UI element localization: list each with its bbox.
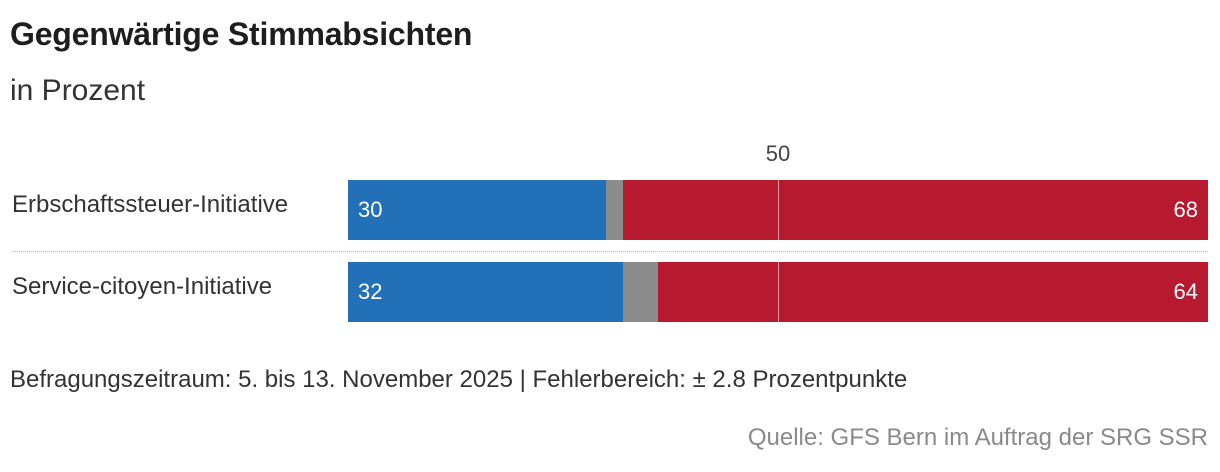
chart-subtitle: in Prozent [10, 74, 146, 107]
chart-source: Quelle: GFS Bern im Auftrag der SRG SSR [747, 424, 1208, 451]
bar-segment-undecided [623, 262, 658, 322]
stacked-bar-erbschaftssteuer: 30 68 [348, 180, 1208, 240]
category-label-erbschaftssteuer: Erbschaftssteuer-Initiative [12, 191, 289, 218]
data-label-no: 68 [1173, 197, 1198, 222]
bar-segment-no [623, 180, 1208, 240]
chart-title: Gegenwärtige Stimmabsichten [10, 16, 473, 52]
category-label-service-citoyen: Service-citoyen-Initiative [12, 273, 273, 300]
reference-line-label: 50 [765, 141, 791, 166]
data-label-yes: 32 [358, 279, 383, 304]
reference-line [778, 180, 779, 240]
row-divider [12, 251, 1208, 252]
bar-segment-no [657, 262, 1208, 322]
data-label-yes: 30 [358, 197, 383, 222]
reference-line [778, 262, 779, 322]
bar-segment-undecided [606, 180, 624, 240]
bar-segment-yes [348, 262, 624, 322]
bar-segment-yes [348, 180, 606, 240]
data-label-no: 64 [1173, 279, 1198, 304]
stacked-bar-service-citoyen: 32 64 [348, 262, 1208, 322]
chart-footnote: Befragungszeitraum: 5. bis 13. November … [10, 366, 908, 393]
